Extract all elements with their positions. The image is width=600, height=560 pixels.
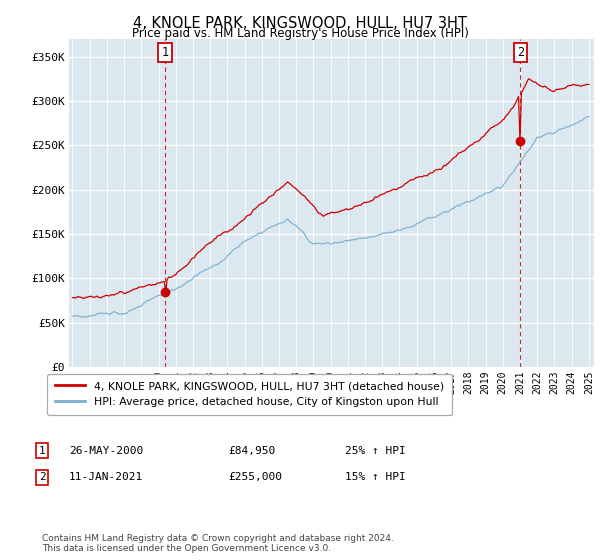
Text: 4, KNOLE PARK, KINGSWOOD, HULL, HU7 3HT: 4, KNOLE PARK, KINGSWOOD, HULL, HU7 3HT xyxy=(133,16,467,31)
Text: 15% ↑ HPI: 15% ↑ HPI xyxy=(345,472,406,482)
Text: Contains HM Land Registry data © Crown copyright and database right 2024.
This d: Contains HM Land Registry data © Crown c… xyxy=(42,534,394,553)
Text: 1: 1 xyxy=(38,446,46,456)
Text: 2: 2 xyxy=(517,46,524,59)
Legend: 4, KNOLE PARK, KINGSWOOD, HULL, HU7 3HT (detached house), HPI: Average price, de: 4, KNOLE PARK, KINGSWOOD, HULL, HU7 3HT … xyxy=(47,374,452,415)
Text: 1: 1 xyxy=(161,46,169,59)
Text: £255,000: £255,000 xyxy=(228,472,282,482)
Text: £84,950: £84,950 xyxy=(228,446,275,456)
Text: 26-MAY-2000: 26-MAY-2000 xyxy=(69,446,143,456)
Text: Price paid vs. HM Land Registry's House Price Index (HPI): Price paid vs. HM Land Registry's House … xyxy=(131,27,469,40)
Text: 25% ↑ HPI: 25% ↑ HPI xyxy=(345,446,406,456)
Text: 11-JAN-2021: 11-JAN-2021 xyxy=(69,472,143,482)
Text: 2: 2 xyxy=(38,472,46,482)
